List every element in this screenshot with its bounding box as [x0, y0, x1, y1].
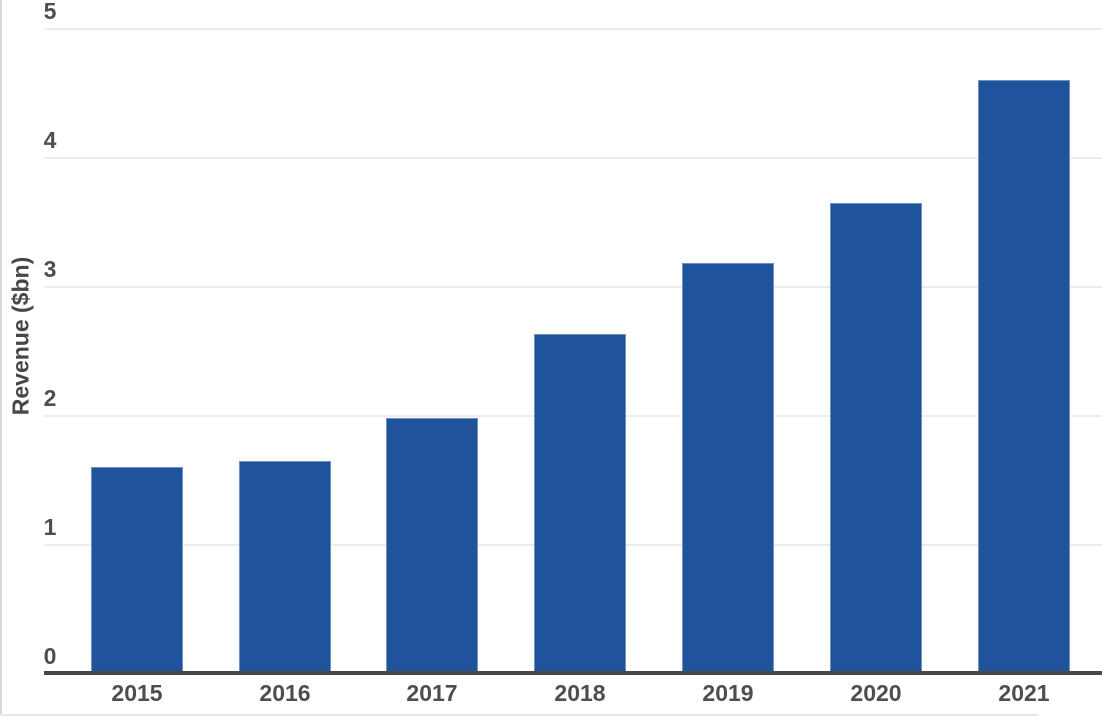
- x-tick-label-2020: 2020: [850, 680, 902, 706]
- y-tick-label-1: 1: [43, 514, 57, 540]
- bar-2018[interactable]: [534, 334, 626, 671]
- bar-2019[interactable]: [682, 263, 774, 671]
- y-tick-label-3: 3: [43, 256, 57, 282]
- bar-2015[interactable]: [91, 467, 183, 671]
- bar-2020[interactable]: [830, 203, 922, 671]
- window-bottom-border: [0, 714, 1038, 716]
- x-tick-label-2015: 2015: [111, 680, 163, 706]
- bar-2017[interactable]: [386, 418, 478, 671]
- y-tick-label-2: 2: [43, 385, 57, 411]
- y-tick-label-5: 5: [43, 0, 57, 24]
- gridline-y-4: [44, 157, 1102, 159]
- x-tick-label-2016: 2016: [259, 680, 311, 706]
- gridline-y-5: [44, 28, 1102, 30]
- gridline-y-3: [44, 286, 1102, 288]
- window-left-border: [0, 0, 2, 714]
- bar-2016[interactable]: [239, 461, 331, 671]
- y-tick-label-0: 0: [43, 643, 57, 669]
- x-tick-label-2019: 2019: [702, 680, 754, 706]
- x-tick-label-2017: 2017: [406, 680, 458, 706]
- x-tick-label-2021: 2021: [998, 680, 1050, 706]
- x-tick-label-2018: 2018: [554, 680, 606, 706]
- y-tick-label-4: 4: [43, 127, 57, 153]
- x-axis-line: [44, 671, 1102, 675]
- bar-2021[interactable]: [978, 80, 1070, 671]
